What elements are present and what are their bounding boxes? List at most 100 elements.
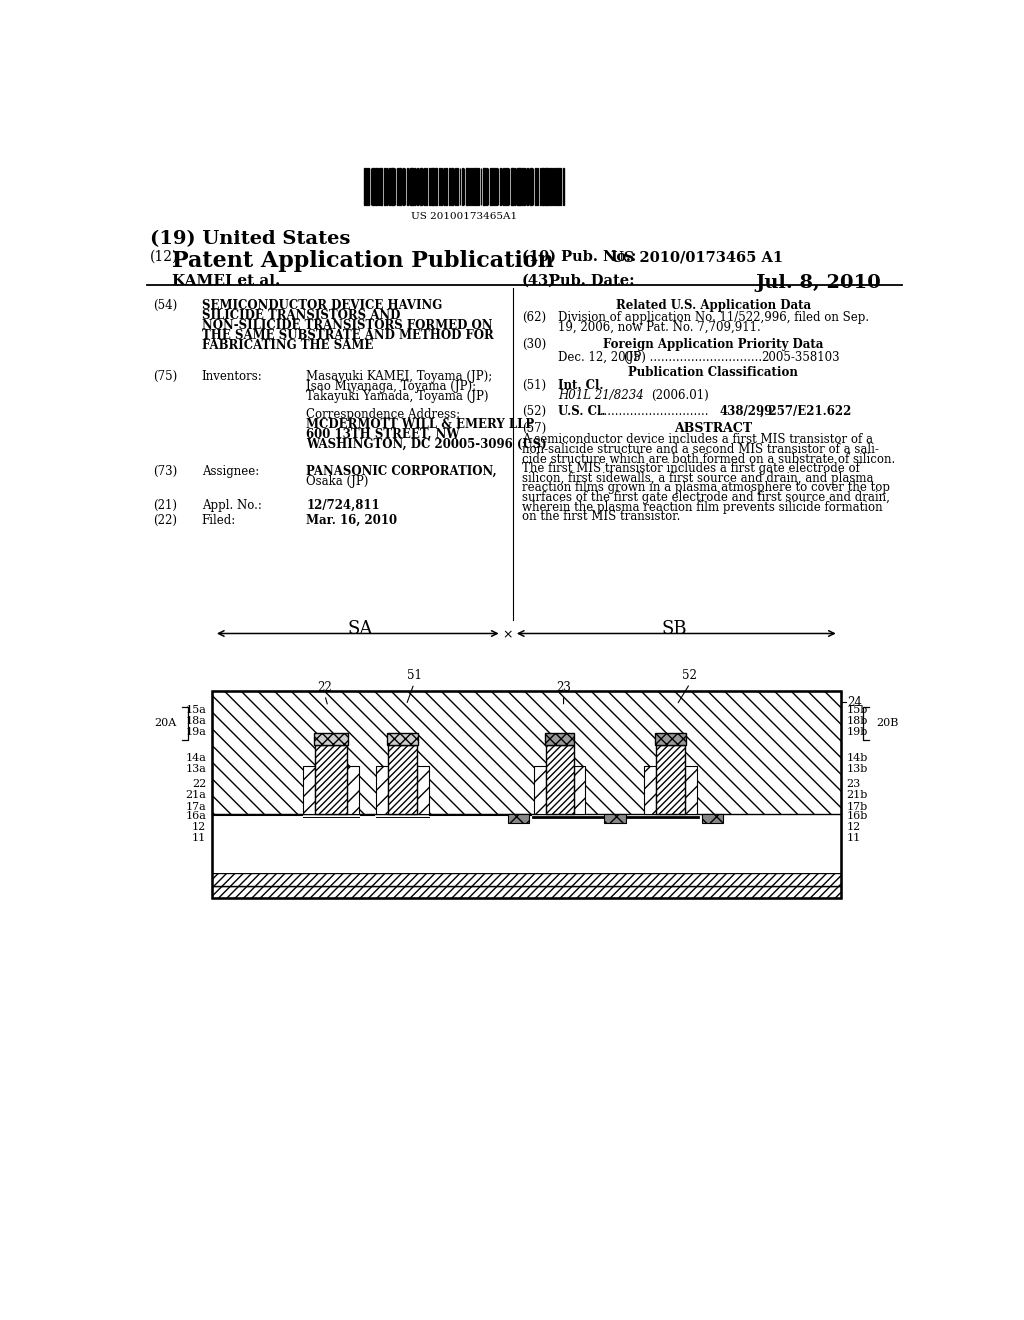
Text: The first MIS transistor includes a first gate electrode of: The first MIS transistor includes a firs… <box>521 462 859 475</box>
Text: 17a: 17a <box>185 801 206 812</box>
Bar <box>445 168 447 205</box>
Text: 24: 24 <box>847 696 862 709</box>
Text: 21a: 21a <box>185 791 206 800</box>
Bar <box>494 168 496 205</box>
Bar <box>378 168 379 205</box>
Text: Pub. Date:: Pub. Date: <box>549 275 635 288</box>
Text: Dec. 12, 2005: Dec. 12, 2005 <box>558 351 641 364</box>
Text: 13b: 13b <box>847 764 867 774</box>
Text: (2006.01): (2006.01) <box>651 389 709 403</box>
Text: 12/724,811: 12/724,811 <box>306 499 380 512</box>
Text: Publication Classification: Publication Classification <box>628 367 798 379</box>
Bar <box>212 692 841 814</box>
Text: 15b: 15b <box>847 705 867 715</box>
Text: 16b: 16b <box>847 810 867 821</box>
Bar <box>384 168 385 205</box>
Text: 2005-358103: 2005-358103 <box>761 351 840 364</box>
Text: (73): (73) <box>153 465 177 478</box>
Bar <box>375 168 377 205</box>
Bar <box>392 168 394 205</box>
Text: Assignee:: Assignee: <box>202 465 259 478</box>
Text: (54): (54) <box>153 300 177 313</box>
Text: US 2010/0173465 A1: US 2010/0173465 A1 <box>611 249 783 264</box>
Bar <box>457 168 458 205</box>
Text: (51): (51) <box>521 379 546 392</box>
Text: Takayuki Yamada, Toyama (JP): Takayuki Yamada, Toyama (JP) <box>306 391 488 403</box>
Text: KAMEI et al.: KAMEI et al. <box>172 275 281 288</box>
Bar <box>557 168 559 205</box>
Text: silicon, first sidewalls, a first source and drain, and plasma: silicon, first sidewalls, a first source… <box>521 471 873 484</box>
Text: 20B: 20B <box>876 718 898 727</box>
Bar <box>420 168 422 205</box>
Text: SA: SA <box>347 619 373 638</box>
Text: SEMICONDUCTOR DEVICE HAVING: SEMICONDUCTOR DEVICE HAVING <box>202 300 442 313</box>
Text: 20A: 20A <box>155 718 177 727</box>
Bar <box>410 168 412 205</box>
Text: 22: 22 <box>193 779 206 788</box>
Bar <box>505 168 506 205</box>
Bar <box>604 814 626 822</box>
Text: (22): (22) <box>153 515 177 527</box>
Bar <box>431 168 432 205</box>
Bar <box>212 814 841 873</box>
Text: Division of application No. 11/522,996, filed on Sep.: Division of application No. 11/522,996, … <box>558 312 869 323</box>
Text: 12: 12 <box>193 822 206 832</box>
Bar <box>530 168 531 205</box>
Text: (JP) ..............................: (JP) .............................. <box>624 351 762 364</box>
Text: (19) United States: (19) United States <box>150 230 350 248</box>
Text: Osaka (JP): Osaka (JP) <box>306 475 369 488</box>
Text: 22: 22 <box>317 681 332 693</box>
Text: FABRICATING THE SAME: FABRICATING THE SAME <box>202 339 373 352</box>
Bar <box>387 733 418 744</box>
Bar <box>540 168 541 205</box>
Text: 19, 2006, now Pat. No. 7,709,911.: 19, 2006, now Pat. No. 7,709,911. <box>558 321 761 334</box>
Text: 21b: 21b <box>847 791 867 800</box>
Text: US 20100173465A1: US 20100173465A1 <box>412 213 517 222</box>
Bar <box>366 168 368 205</box>
Bar <box>573 766 586 814</box>
Text: Correspondence Address:: Correspondence Address: <box>306 408 461 421</box>
Text: A semiconductor device includes a first MIS transistor of a: A semiconductor device includes a first … <box>521 433 872 446</box>
Text: 23: 23 <box>847 779 861 788</box>
Text: 19a: 19a <box>185 727 206 737</box>
Text: Inventors:: Inventors: <box>202 370 262 383</box>
Text: (62): (62) <box>521 312 546 323</box>
Text: 18b: 18b <box>847 715 867 726</box>
Bar <box>452 168 453 205</box>
Bar <box>508 814 529 822</box>
Bar <box>417 766 429 814</box>
Text: H01L 21/8234: H01L 21/8234 <box>558 389 644 403</box>
Text: 14a: 14a <box>185 754 206 763</box>
Bar <box>545 733 574 744</box>
Text: (75): (75) <box>153 370 177 383</box>
Text: ABSTRACT: ABSTRACT <box>674 422 753 434</box>
Bar <box>545 168 547 205</box>
Text: Masayuki KAMEI, Toyama (JP);: Masayuki KAMEI, Toyama (JP); <box>306 370 493 383</box>
Bar <box>471 168 472 205</box>
Text: 51: 51 <box>407 669 422 682</box>
Text: Jul. 8, 2010: Jul. 8, 2010 <box>756 275 882 292</box>
Bar <box>483 168 484 205</box>
Text: 15a: 15a <box>185 705 206 715</box>
Bar <box>212 873 841 886</box>
Text: 18a: 18a <box>185 715 206 726</box>
Bar <box>397 168 398 205</box>
Text: (52): (52) <box>521 405 546 418</box>
Text: Mar. 16, 2010: Mar. 16, 2010 <box>306 515 397 527</box>
Text: U.S. Cl.: U.S. Cl. <box>558 405 605 418</box>
Bar <box>438 168 440 205</box>
Bar <box>212 886 841 898</box>
Text: MCDERMOTT WILL & EMERY LLP: MCDERMOTT WILL & EMERY LLP <box>306 418 535 430</box>
Text: 600 13TH STREET, NW: 600 13TH STREET, NW <box>306 428 460 441</box>
Text: Filed:: Filed: <box>202 515 236 527</box>
Bar <box>655 744 685 814</box>
Text: 19b: 19b <box>847 727 867 737</box>
Bar <box>701 814 723 822</box>
Text: 13a: 13a <box>185 764 206 774</box>
Text: Foreign Application Priority Data: Foreign Application Priority Data <box>603 338 823 351</box>
Text: THE SAME SUBSTRATE AND METHOD FOR: THE SAME SUBSTRATE AND METHOD FOR <box>202 330 494 342</box>
Bar <box>519 168 521 205</box>
Text: 438/299: 438/299 <box>719 405 772 418</box>
Text: reaction films grown in a plasma atmosphere to cover the top: reaction films grown in a plasma atmosph… <box>521 482 890 495</box>
Text: 52: 52 <box>682 669 697 682</box>
